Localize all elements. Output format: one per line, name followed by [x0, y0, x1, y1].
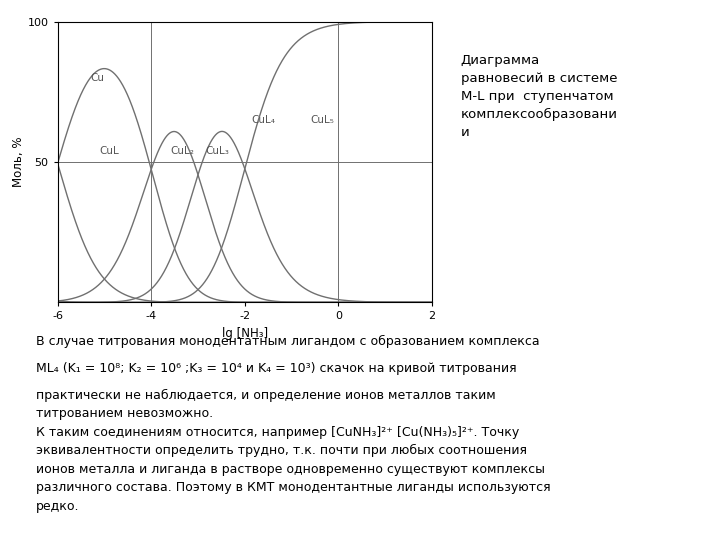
Text: CuL₂: CuL₂ [170, 146, 194, 157]
Text: CuL: CuL [99, 146, 120, 157]
Text: Диаграмма
равновесий в системе
M-L при  ступенчатом
комплексообразовани
и: Диаграмма равновесий в системе M-L при с… [461, 54, 618, 139]
Text: CuL₄: CuL₄ [252, 116, 276, 125]
Text: CuL₃: CuL₃ [205, 146, 229, 157]
Y-axis label: Моль, %: Моль, % [12, 137, 24, 187]
Text: ML₄ (K₁ = 10⁸; K₂ = 10⁶ ;K₃ = 10⁴ и K₄ = 10³) скачок на кривой титрования: ML₄ (K₁ = 10⁸; K₂ = 10⁶ ;K₃ = 10⁴ и K₄ =… [36, 362, 517, 375]
X-axis label: lg [NH₃]: lg [NH₃] [222, 327, 268, 340]
Text: практически не наблюдается, и определение ионов металлов таким
титрованием невоз: практически не наблюдается, и определени… [36, 389, 551, 513]
Text: Cu: Cu [91, 73, 104, 83]
Text: В случае титрования монодентатным лигандом с образованием комплекса: В случае титрования монодентатным лиганд… [36, 335, 539, 348]
Text: CuL₅: CuL₅ [310, 116, 334, 125]
